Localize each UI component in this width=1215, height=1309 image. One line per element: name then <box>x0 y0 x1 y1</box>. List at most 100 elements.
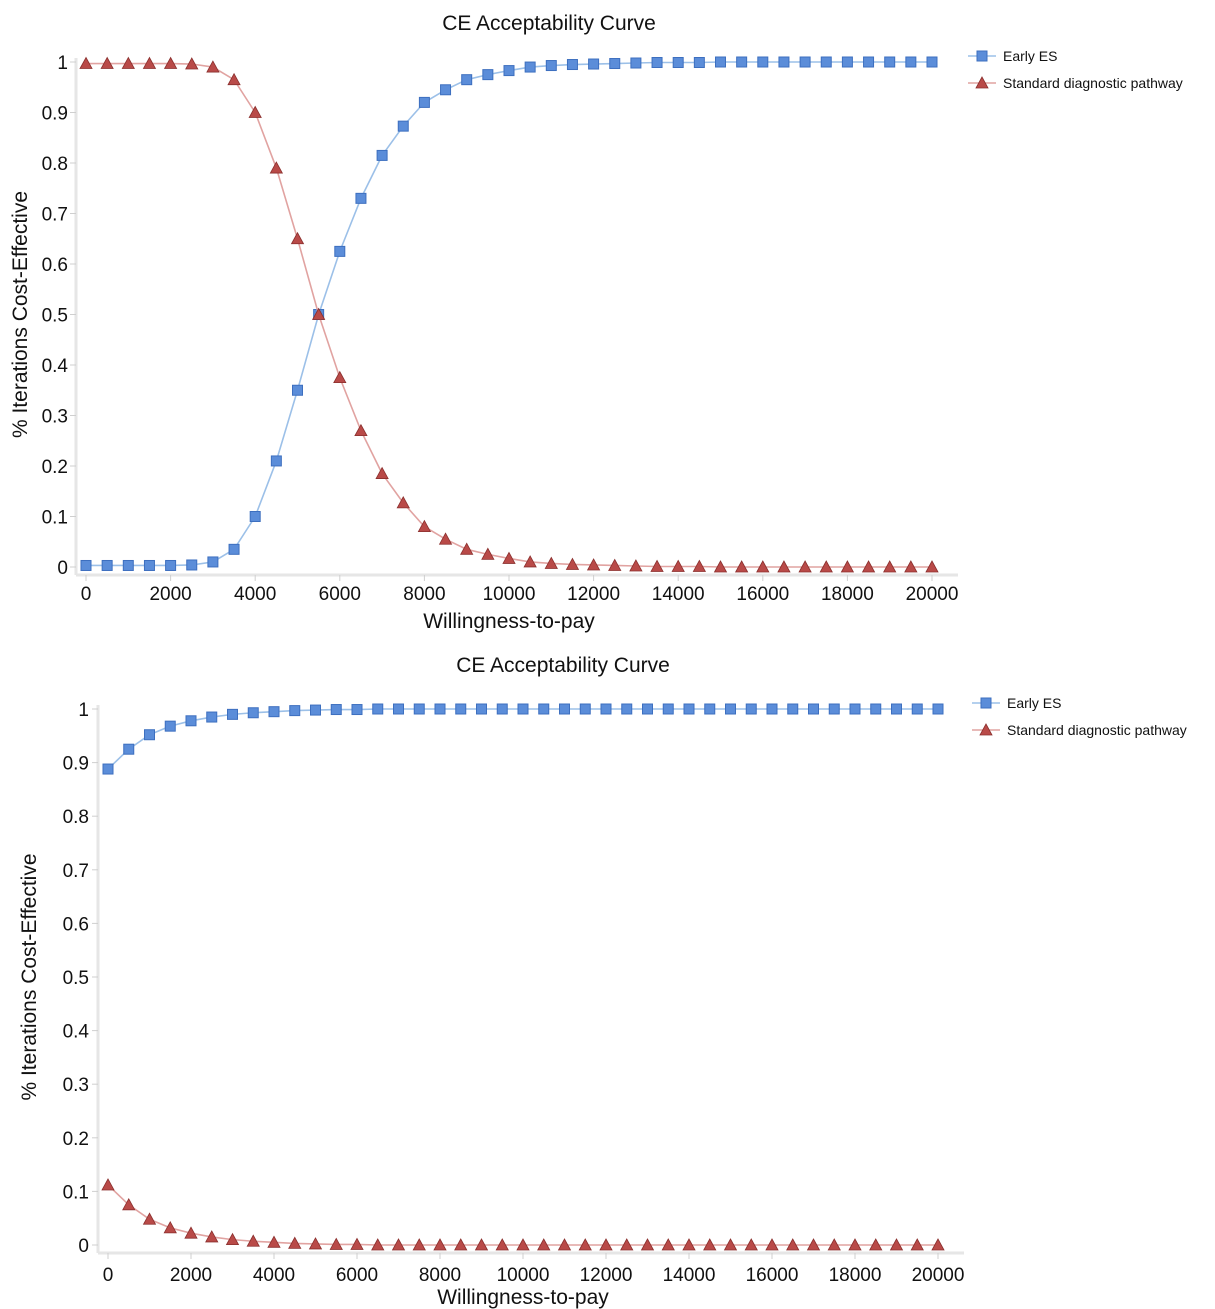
y-tick-label: 0.1 <box>63 1182 89 1203</box>
ceac-chart-bottom-svg: CE Acceptability Curve 0 0.1 0.2 0.3 0.4 0.5 0.… <box>18 654 1187 1309</box>
data-point <box>537 1238 551 1251</box>
legend-label: Standard diagnostic pathway <box>1003 75 1183 91</box>
data-point <box>355 192 367 204</box>
x-tick-label: 14000 <box>663 1265 716 1286</box>
data-point <box>270 455 282 467</box>
x-tick-label: 20000 <box>906 584 959 605</box>
data-point <box>905 56 917 68</box>
data-point <box>474 1238 489 1251</box>
data-point <box>725 703 736 715</box>
x-axis-label: Willingness-to-pay <box>437 1286 609 1309</box>
x-tick-label: 12000 <box>567 584 620 605</box>
data-point <box>841 56 853 68</box>
y-tick-label: 0.5 <box>42 306 68 327</box>
data-point <box>123 743 135 755</box>
data-point <box>869 1238 883 1251</box>
x-tick-label: 20000 <box>912 1265 965 1286</box>
data-point <box>334 245 346 257</box>
y-tick-label: 0.7 <box>63 861 89 882</box>
data-point <box>227 72 241 86</box>
data-point <box>249 511 261 522</box>
data-point <box>267 1235 281 1248</box>
x-tick-label: 4000 <box>234 584 276 605</box>
data-point <box>778 56 790 68</box>
data-point <box>476 703 487 715</box>
data-point <box>372 703 384 715</box>
data-point <box>578 1238 592 1251</box>
data-point <box>144 729 155 741</box>
data-point <box>736 56 748 68</box>
data-point <box>799 56 811 68</box>
chart-title: CE Acceptability Curve <box>456 654 670 677</box>
data-point <box>102 763 114 775</box>
legend-label: Early ES <box>1007 695 1061 711</box>
data-point <box>375 466 389 479</box>
data-point <box>820 56 832 68</box>
data-point <box>246 1234 260 1247</box>
chart-title: CE Acceptability Curve <box>442 12 656 35</box>
y-tick-label: 0.8 <box>63 807 89 828</box>
data-point <box>417 519 432 532</box>
x-tick-label: 18000 <box>829 1265 882 1286</box>
data-point <box>683 703 695 715</box>
data-point <box>559 703 570 715</box>
data-point <box>910 1238 924 1251</box>
x-axis-label: Willingness-to-pay <box>423 610 595 633</box>
y-tick-label: 0.4 <box>63 1022 90 1043</box>
y-tick-label: 0.2 <box>63 1129 89 1150</box>
legend-marker <box>980 697 992 709</box>
y-tick-label: 0.1 <box>42 508 68 529</box>
data-point <box>503 65 515 77</box>
data-point <box>206 60 220 73</box>
x-tick-label: 6000 <box>336 1265 378 1286</box>
data-point <box>579 703 591 715</box>
data-point <box>100 56 114 69</box>
x-tick-label: 16000 <box>736 584 789 605</box>
data-point <box>248 105 262 118</box>
data-point <box>798 560 812 573</box>
data-point <box>608 558 622 571</box>
y-tick-label: 0.3 <box>63 1075 89 1096</box>
data-point <box>766 703 778 715</box>
legend-marker <box>976 50 988 62</box>
data-point <box>703 1238 717 1251</box>
data-point <box>454 1238 468 1251</box>
legend-marker <box>979 723 993 736</box>
data-point <box>371 1238 385 1251</box>
data-point <box>545 60 557 72</box>
y-tick-label: 0.5 <box>63 968 89 989</box>
data-point <box>566 59 578 71</box>
data-point <box>122 1197 136 1211</box>
data-point <box>163 56 178 69</box>
data-point <box>269 161 284 174</box>
data-point <box>621 703 633 715</box>
x-tick-label: 16000 <box>746 1265 799 1286</box>
data-point <box>165 559 177 571</box>
data-point <box>849 703 861 715</box>
data-point <box>142 56 157 69</box>
data-point <box>164 720 176 732</box>
x-tick-label: 2000 <box>170 1265 212 1286</box>
y-tick-label: 0.6 <box>42 255 68 276</box>
y-tick-label: 0.7 <box>42 205 68 226</box>
y-axis-label: % Iterations Cost-Effective <box>9 191 32 438</box>
y-tick-label: 0.3 <box>42 407 68 428</box>
series-line <box>86 62 932 568</box>
x-tick-label: 10000 <box>483 584 536 605</box>
data-point <box>599 1238 613 1251</box>
data-point <box>79 56 93 69</box>
data-point <box>205 1230 219 1243</box>
data-point <box>765 1238 779 1251</box>
data-point <box>713 560 728 573</box>
ceac-chart-top: CE Acceptability Curve 0 0.1 0.2 0.3 0.4 0.5 0.… <box>0 0 1215 645</box>
y-tick-label: 0.6 <box>63 914 89 935</box>
data-point <box>848 1238 862 1251</box>
series-standard-pathway <box>79 56 939 573</box>
x-tick-label: 0 <box>103 1265 114 1286</box>
x-tick-label: 14000 <box>652 584 705 605</box>
data-point <box>440 84 452 96</box>
data-point <box>630 57 642 69</box>
data-point <box>565 557 580 570</box>
data-point <box>350 1237 364 1250</box>
x-tick-label: 0 <box>81 584 92 605</box>
